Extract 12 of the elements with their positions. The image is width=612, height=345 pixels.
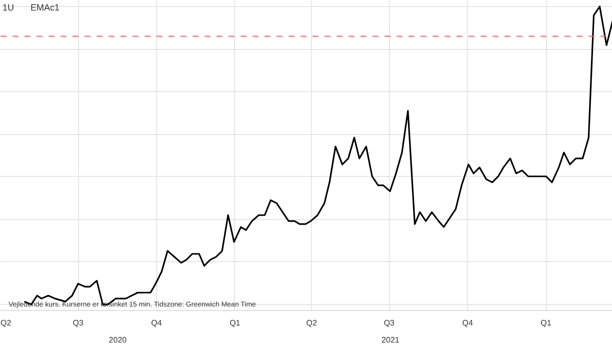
x-tick-label: Q1 bbox=[230, 318, 241, 328]
chart-title: 1U bbox=[2, 2, 14, 12]
x-tick-label: Q2 bbox=[0, 318, 12, 328]
x-tick-label: Q3 bbox=[384, 318, 396, 328]
x-tick-label: Q3 bbox=[72, 318, 84, 328]
x-tick-label: Q4 bbox=[151, 318, 162, 328]
x-tick-label: Q4 bbox=[462, 318, 474, 328]
text: 2020 bbox=[108, 336, 128, 344]
x-tick-label: Q2 bbox=[306, 318, 318, 328]
chart-subtitle: EMAc1 bbox=[30, 2, 60, 12]
x-tick-label: Q1 bbox=[540, 318, 552, 328]
text: 2021 bbox=[382, 336, 400, 344]
